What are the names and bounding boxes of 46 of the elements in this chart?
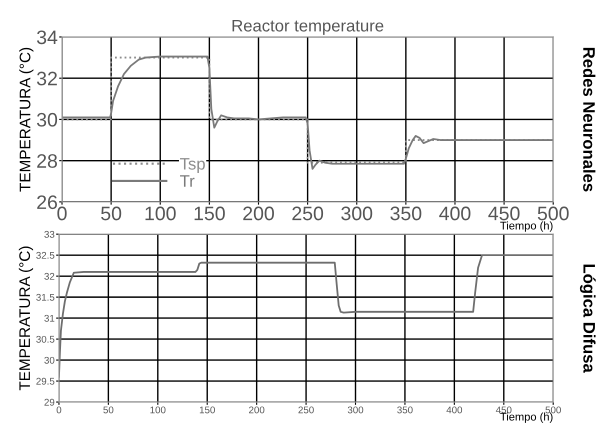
y-tick-label: 30.5 [36, 336, 54, 343]
x-tick-label: 200 [243, 206, 274, 220]
x-tick-label: 0 [56, 406, 62, 414]
x-tick-label: 250 [298, 406, 314, 414]
x-tick-label: 100 [150, 406, 166, 414]
y-tick-label: 32 [36, 72, 57, 86]
legend-label: Tsp [180, 158, 205, 174]
y-tick-label: 29.5 [36, 378, 54, 385]
y-tick-label: 33 [44, 230, 54, 238]
chart-title: Reactor temperature [232, 20, 384, 35]
x-tick-label: 350 [397, 406, 413, 414]
x-tick-label: 450 [488, 206, 520, 220]
x-tick-label: 0 [57, 206, 67, 220]
x-axis-title: Tiempo (h) [500, 412, 553, 423]
x-tick-label: 300 [341, 206, 372, 220]
line-series [58, 254, 554, 378]
x-axis-title: Tiempo (h) [500, 221, 553, 232]
x-tick-label: 50 [103, 406, 114, 414]
y-tick-label: 31 [44, 314, 54, 322]
y-axis-title: TEMPERATURA (°C) [18, 246, 34, 390]
x-tick-label: 100 [146, 206, 176, 220]
x-tick-label: 150 [200, 406, 215, 414]
x-tick-label: 200 [249, 406, 264, 414]
x-tick-label: 500 [538, 206, 569, 220]
y-tick-label: 30 [36, 112, 58, 127]
x-tick-label: 450 [496, 406, 512, 414]
y-tick-label: 34 [36, 30, 58, 44]
text: Lógica Difusa [580, 264, 596, 373]
x-tick-label: 400 [446, 406, 462, 414]
x-tick-label: 50 [101, 206, 122, 220]
y-tick-label: 30 [44, 356, 54, 364]
y-tick-label: 32 [44, 272, 54, 280]
y-tick-label: 28 [37, 154, 58, 168]
x-tick-label: 300 [348, 406, 364, 414]
x-tick-label: 150 [194, 206, 225, 220]
text: Redes Neuronales [583, 48, 596, 192]
legend-label: Tr [180, 175, 194, 187]
y-axis-title: TEMPERATURA (°C) [19, 48, 34, 192]
y-tick-label: 29 [44, 398, 54, 406]
y-tick-label: 31.5 [36, 294, 54, 301]
x-tick-label: 500 [545, 406, 561, 414]
x-tick-label: 350 [390, 206, 422, 220]
y-tick-label: 26 [37, 195, 57, 210]
x-tick-label: 250 [292, 206, 324, 220]
x-tick-label: 400 [439, 206, 470, 220]
y-tick-label: 32.5 [36, 252, 54, 259]
